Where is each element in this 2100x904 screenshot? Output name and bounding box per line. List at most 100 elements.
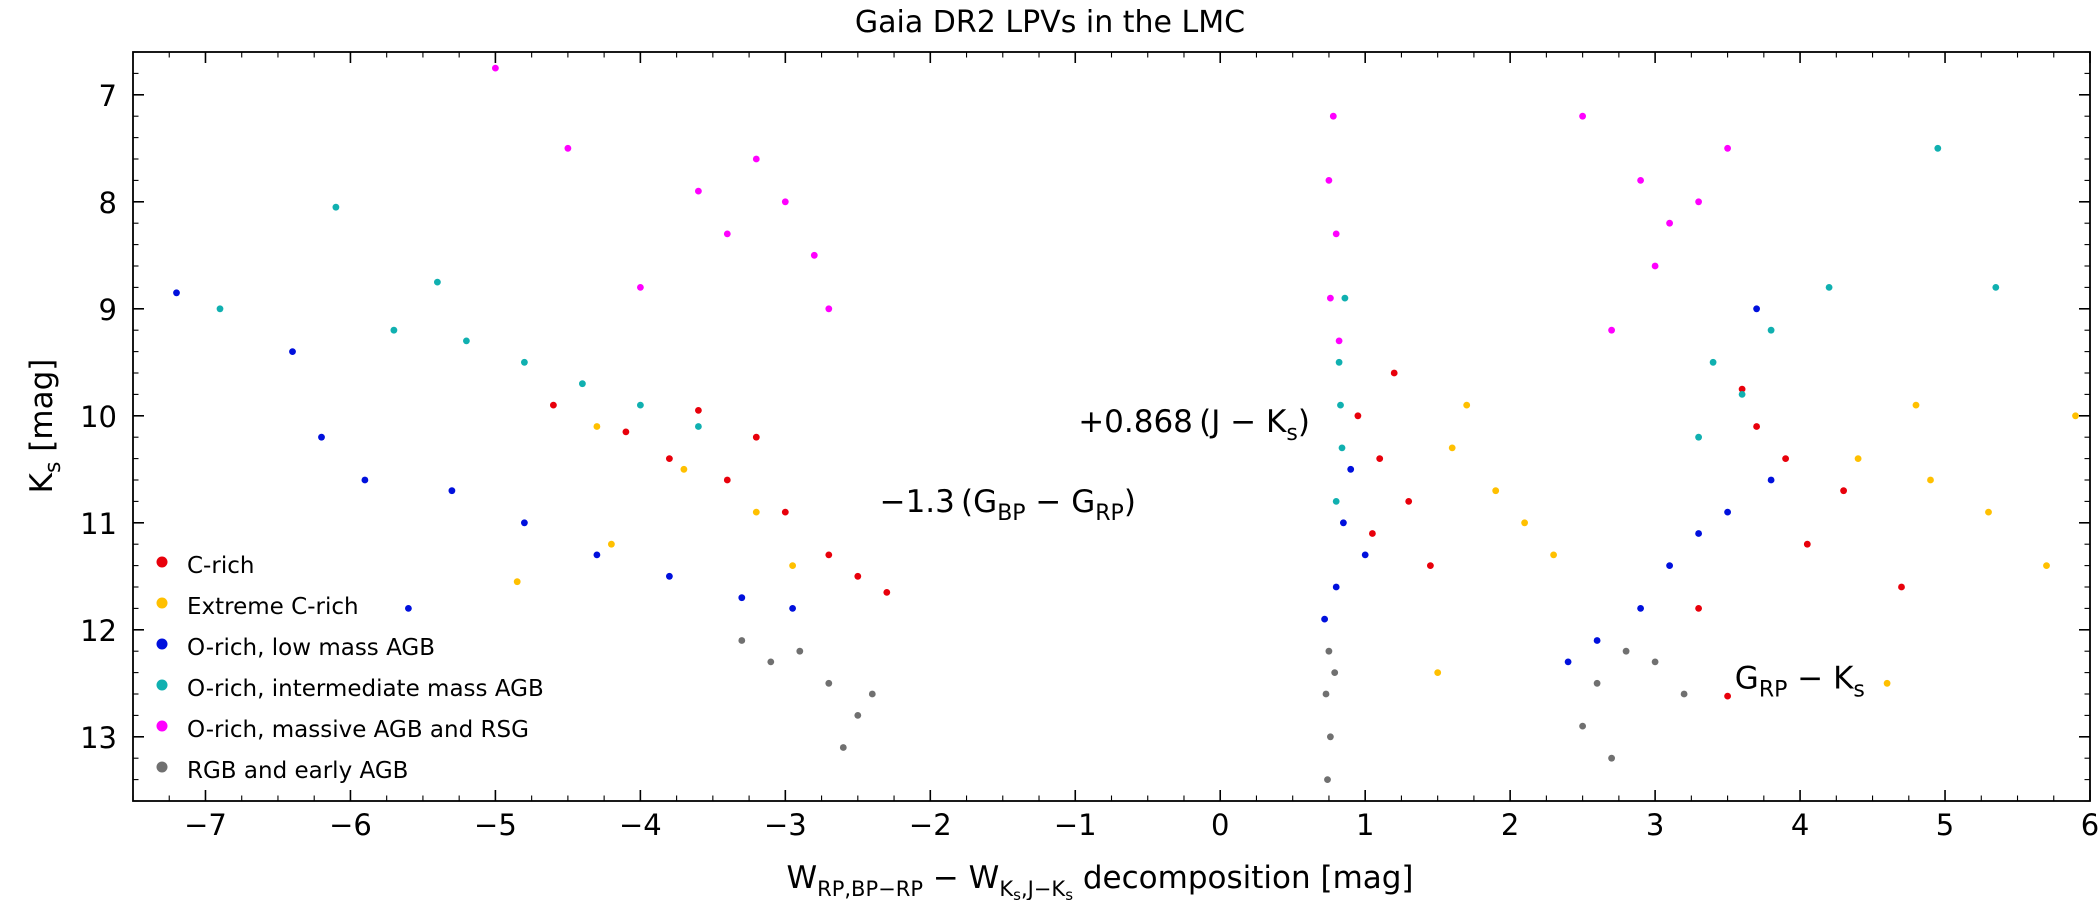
legend-label: C-rich [187, 553, 254, 579]
data-point [781, 508, 789, 516]
x-tick-label: −1 [1054, 808, 1097, 842]
data-point [1695, 433, 1702, 441]
x-tick-label: 2 [1501, 808, 1519, 842]
data-point [883, 589, 891, 596]
data-point [1405, 498, 1413, 505]
data-point [521, 358, 528, 366]
data-point [1593, 679, 1601, 687]
data-point [666, 572, 673, 580]
data-point [767, 658, 775, 666]
x-axis-label-sub-b2: s [1013, 886, 1021, 900]
data-point [1550, 551, 1557, 559]
x-axis-label-sub-b4: s [1065, 886, 1073, 900]
legend-entry: C-rich [156, 553, 254, 579]
y-tick-label: 11 [80, 507, 117, 541]
annotation-bp-rp-sub2: RP [1095, 501, 1124, 526]
data-point [781, 198, 789, 206]
data-point [1637, 605, 1644, 612]
annotation-j-ks-sub: s [1286, 421, 1297, 446]
legend-marker [156, 761, 168, 773]
data-point [216, 305, 224, 313]
y-tick-label: 8 [99, 186, 117, 220]
data-point [1329, 112, 1337, 120]
data-point [1927, 476, 1934, 484]
data-point [738, 594, 746, 602]
data-point [513, 578, 521, 586]
data-point [752, 433, 760, 441]
data-point [854, 712, 862, 719]
legend-entry: O-rich, low mass AGB [156, 635, 435, 661]
legend-marker [156, 556, 168, 568]
annotation-bp-rp-suffix: ) [1124, 484, 1136, 520]
data-point [1622, 647, 1630, 655]
legend-entry: O-rich, intermediate mass AGB [156, 676, 544, 702]
data-point [1709, 358, 1717, 366]
data-point [1738, 385, 1746, 393]
data-point [1521, 519, 1528, 527]
y-tick-label: 9 [99, 293, 117, 327]
annotation-bp-rp-sub1: BP [997, 501, 1025, 526]
series-5 [738, 637, 1688, 783]
data-point [789, 605, 796, 612]
annotation-grp-ks-mid: − K [1787, 661, 1854, 697]
x-axis-label-base: W [786, 860, 817, 896]
data-point [1803, 540, 1811, 548]
data-point [1898, 583, 1905, 591]
chart-title: Gaia DR2 LPVs in the LMC [855, 5, 1245, 40]
data-point [1724, 508, 1731, 516]
x-tick-label: −7 [184, 808, 227, 842]
x-tick-label: 6 [2081, 808, 2099, 842]
annotations-layer: −1.3 (GBP − GRP) +0.868 (J − Ks) GRP − K… [880, 404, 1865, 703]
data-point [1332, 583, 1340, 591]
x-axis-label: WRP,BP−RP − WKs,J−Ks decomposition [mag] [786, 860, 1413, 900]
data-point [1695, 530, 1702, 537]
annotation-grp-ks-prefix: G [1735, 661, 1759, 697]
x-tick-label: 4 [1791, 808, 1809, 842]
data-point [1448, 444, 1456, 452]
data-point [405, 605, 412, 612]
data-point [1579, 112, 1586, 120]
data-point [1337, 401, 1344, 409]
annotation-j-ks: +0.868 (J − Ks) [1078, 404, 1310, 446]
data-point [1338, 444, 1346, 452]
ticks-layer [132, 51, 2091, 802]
data-point [390, 326, 398, 334]
data-point [637, 284, 644, 291]
data-point [839, 744, 847, 751]
data-point [1327, 294, 1334, 302]
y-tick-label: 12 [80, 614, 117, 648]
legend-label: O-rich, massive AGB and RSG [187, 717, 529, 743]
x-axis-label-sub-a: RP,BP−RP [817, 877, 923, 900]
data-point [723, 476, 731, 484]
data-point [1369, 530, 1376, 537]
legend-marker [156, 720, 168, 732]
data-point [1324, 776, 1331, 783]
data-point [695, 407, 702, 414]
data-point [1767, 326, 1775, 334]
data-point [1934, 144, 1942, 152]
legend-label: O-rich, low mass AGB [187, 635, 435, 661]
data-point [1912, 401, 1920, 409]
data-point [521, 519, 528, 527]
annotation-bp-rp-prefix: −1.3 (G [880, 484, 998, 520]
data-point [361, 476, 369, 484]
y-axis-label-base: K [24, 472, 60, 493]
data-point [1680, 690, 1688, 698]
series-4 [492, 64, 1731, 345]
data-point [1354, 412, 1362, 420]
annotation-grp-ks-sub2: s [1853, 678, 1864, 703]
data-point [1427, 562, 1434, 569]
legend-entry: Extreme C-rich [156, 594, 359, 620]
x-tick-label: 0 [1211, 808, 1229, 842]
data-point [1325, 177, 1333, 184]
legend-entry: RGB and early AGB [156, 758, 408, 784]
legend-marker [156, 679, 168, 691]
data-point [1651, 658, 1659, 666]
data-point [854, 572, 862, 580]
x-axis-label-tail: decomposition [mag] [1073, 860, 1414, 896]
data-point [1985, 508, 1992, 516]
data-point [637, 401, 644, 409]
legend-label: O-rich, intermediate mass AGB [187, 676, 544, 702]
data-point [1332, 498, 1340, 505]
legend-entry: O-rich, massive AGB and RSG [156, 717, 529, 743]
